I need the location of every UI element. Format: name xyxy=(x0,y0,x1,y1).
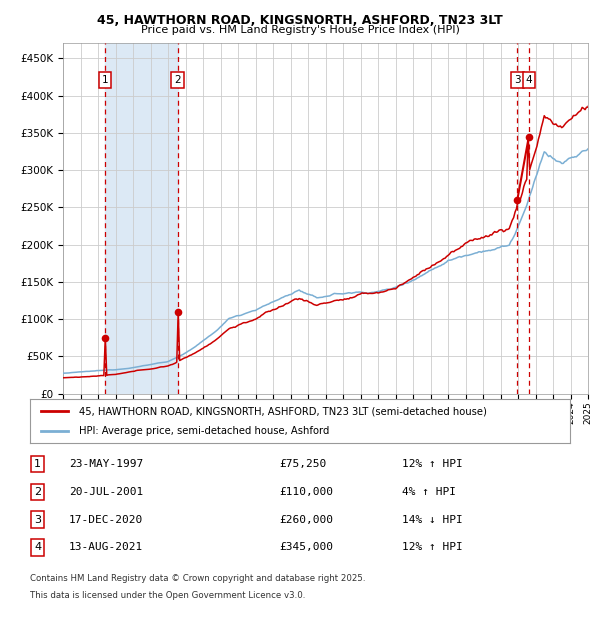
Bar xyxy=(105,43,178,394)
Text: 4: 4 xyxy=(34,542,41,552)
Text: 4% ↑ HPI: 4% ↑ HPI xyxy=(402,487,456,497)
Text: 23-MAY-1997: 23-MAY-1997 xyxy=(69,459,143,469)
Text: 2: 2 xyxy=(175,75,181,85)
Text: 17-DEC-2020: 17-DEC-2020 xyxy=(69,515,143,525)
Text: 20-JUL-2001: 20-JUL-2001 xyxy=(69,487,143,497)
Text: 1: 1 xyxy=(101,75,108,85)
Text: 3: 3 xyxy=(34,515,41,525)
Text: £110,000: £110,000 xyxy=(279,487,333,497)
Text: Price paid vs. HM Land Registry's House Price Index (HPI): Price paid vs. HM Land Registry's House … xyxy=(140,25,460,35)
Text: 45, HAWTHORN ROAD, KINGSNORTH, ASHFORD, TN23 3LT: 45, HAWTHORN ROAD, KINGSNORTH, ASHFORD, … xyxy=(97,14,503,27)
Text: 4: 4 xyxy=(526,75,532,85)
Text: 2: 2 xyxy=(34,487,41,497)
Text: £260,000: £260,000 xyxy=(279,515,333,525)
Text: £75,250: £75,250 xyxy=(279,459,326,469)
Text: 3: 3 xyxy=(514,75,521,85)
Text: 12% ↑ HPI: 12% ↑ HPI xyxy=(402,542,463,552)
Text: HPI: Average price, semi-detached house, Ashford: HPI: Average price, semi-detached house,… xyxy=(79,426,329,436)
Text: 14% ↓ HPI: 14% ↓ HPI xyxy=(402,515,463,525)
Text: 1: 1 xyxy=(34,459,41,469)
Text: 12% ↑ HPI: 12% ↑ HPI xyxy=(402,459,463,469)
Text: £345,000: £345,000 xyxy=(279,542,333,552)
Text: Contains HM Land Registry data © Crown copyright and database right 2025.: Contains HM Land Registry data © Crown c… xyxy=(30,574,365,583)
Text: 45, HAWTHORN ROAD, KINGSNORTH, ASHFORD, TN23 3LT (semi-detached house): 45, HAWTHORN ROAD, KINGSNORTH, ASHFORD, … xyxy=(79,406,487,416)
Text: This data is licensed under the Open Government Licence v3.0.: This data is licensed under the Open Gov… xyxy=(30,591,305,600)
Text: 13-AUG-2021: 13-AUG-2021 xyxy=(69,542,143,552)
